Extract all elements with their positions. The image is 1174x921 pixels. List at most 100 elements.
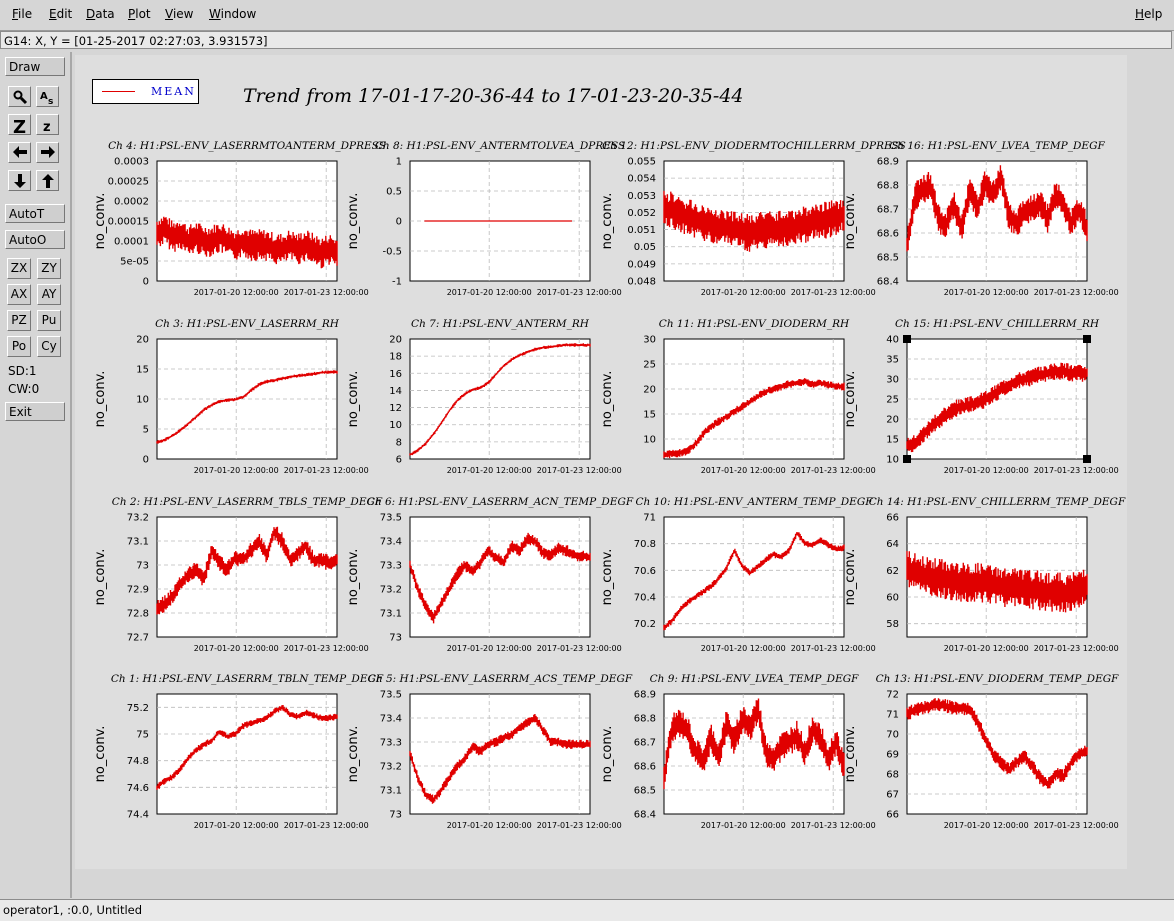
- zx-button[interactable]: ZX: [7, 258, 31, 279]
- y-axis-label: no_conv.: [843, 193, 858, 250]
- y-tick-label: 75: [136, 730, 149, 741]
- y-tick-label: 10: [643, 435, 656, 446]
- y-tick-label: 20: [886, 415, 899, 426]
- menu-plot[interactable]: Plot: [128, 7, 151, 21]
- selection-handle[interactable]: [1083, 455, 1091, 463]
- chart-title: Ch 16: H1:PSL-ENV_LVEA_TEMP_DEGF: [889, 140, 1105, 152]
- ay-button[interactable]: AY: [37, 284, 61, 305]
- pan-up-button[interactable]: [36, 170, 59, 191]
- y-tick-label: 20: [136, 335, 149, 346]
- y-tick-label: 72.8: [127, 609, 149, 620]
- y-tick-label: 73.2: [380, 762, 402, 773]
- plot-area: MEAN Trend from 17-01-17-20-36-44 to 17-…: [72, 52, 1174, 898]
- x-tick-label: 2017-01-20 12:00:00: [944, 821, 1029, 830]
- x-tick-label: 2017-01-23 12:00:00: [537, 644, 622, 653]
- y-tick-label: 0.5: [386, 187, 402, 198]
- x-tick-label: 2017-01-23 12:00:00: [791, 466, 876, 475]
- y-tick-label: 73.2: [380, 585, 402, 596]
- selection-handle[interactable]: [903, 335, 911, 343]
- y-tick-label: 68.7: [634, 738, 656, 749]
- y-axis-label: no_conv.: [93, 371, 108, 428]
- zy-button[interactable]: ZY: [37, 258, 61, 279]
- series-line: [906, 703, 1088, 785]
- selection-handle[interactable]: [903, 455, 911, 463]
- y-tick-label: 0.055: [627, 157, 656, 168]
- y-tick-label: 0: [143, 277, 149, 288]
- y-tick-label: 70.6: [634, 566, 656, 577]
- chart-title: Ch 12: H1:PSL-ENV_DIODERMTOCHILLERRM_DPR…: [602, 140, 906, 152]
- menu-view[interactable]: View: [165, 7, 194, 21]
- pan-left-button[interactable]: [8, 142, 31, 163]
- zoom-out-button[interactable]: z: [36, 114, 59, 135]
- menu-edit[interactable]: Edit: [49, 7, 73, 21]
- zoom-in-icon: Z: [13, 117, 26, 135]
- x-tick-label: 2017-01-20 12:00:00: [701, 288, 786, 297]
- y-axis-label: no_conv.: [346, 371, 361, 428]
- chart-title: Ch 8: H1:PSL-ENV_ANTERMTOLVEA_DPRESS: [375, 140, 625, 152]
- sd-readout: SD:1: [8, 364, 37, 378]
- y-axis-label: no_conv.: [843, 371, 858, 428]
- y-tick-label: 30: [643, 335, 656, 346]
- auto-t-button[interactable]: AutoT: [5, 204, 65, 223]
- y-tick-label: 16: [389, 369, 402, 380]
- legend-label: MEAN: [151, 85, 196, 98]
- y-tick-label: 73.4: [380, 537, 402, 548]
- zoom-out-icon: z: [43, 120, 51, 133]
- plots-grid: Ch 4: H1:PSL-ENV_LASERRMTOANTERM_DPRESS 0…: [93, 140, 1126, 830]
- menu-file[interactable]: File: [12, 7, 33, 21]
- arrow-down-icon: [13, 174, 26, 188]
- y-tick-label: 0.0001: [114, 237, 149, 248]
- menu-data[interactable]: Data: [86, 7, 115, 21]
- y-tick-label: 73.1: [127, 537, 149, 548]
- y-tick-label: 74.6: [127, 783, 149, 794]
- y-tick-label: 58: [886, 619, 899, 630]
- y-axis-label: no_conv.: [600, 193, 615, 250]
- y-tick-label: 66: [886, 513, 899, 524]
- pan-down-button[interactable]: [8, 170, 31, 191]
- ax-button[interactable]: AX: [7, 284, 31, 305]
- pu-button[interactable]: Pu: [37, 310, 61, 331]
- y-tick-label: 0.0003: [114, 157, 149, 168]
- menu-window[interactable]: Window: [209, 7, 257, 21]
- series-spread: [906, 551, 1088, 613]
- chart-11: Ch 10: H1:PSL-ENV_ANTERM_TEMP_DEGF 70.2 70…: [600, 496, 876, 653]
- draw-button[interactable]: Draw: [5, 57, 65, 76]
- y-tick-label: 5e-05: [120, 257, 149, 268]
- y-tick-label: 68.6: [877, 229, 899, 240]
- zoom-in-button[interactable]: Z: [8, 114, 31, 135]
- y-tick-label: 18: [389, 352, 402, 363]
- y-tick-label: 10: [136, 395, 149, 406]
- pz-button[interactable]: PZ: [7, 310, 31, 331]
- x-tick-label: 2017-01-20 12:00:00: [701, 821, 786, 830]
- cy-button[interactable]: Cy: [37, 336, 61, 357]
- menu-help[interactable]: Help: [1135, 7, 1163, 21]
- chart-title: Ch 10: H1:PSL-ENV_ANTERM_TEMP_DEGF: [635, 496, 873, 508]
- y-axis-label: no_conv.: [843, 726, 858, 783]
- exit-button[interactable]: Exit: [5, 402, 65, 421]
- series-line: [663, 708, 845, 779]
- po-button[interactable]: Po: [7, 336, 31, 357]
- chart-title: Ch 5: H1:PSL-ENV_LASERRM_ACS_TEMP_DEGF: [368, 673, 633, 685]
- y-tick-label: 0.052: [627, 208, 656, 219]
- y-tick-label: 70.4: [634, 593, 656, 604]
- x-tick-label: 2017-01-23 12:00:00: [537, 288, 622, 297]
- x-tick-label: 2017-01-20 12:00:00: [944, 644, 1029, 653]
- svg-text:z: z: [43, 120, 51, 133]
- auto-o-button[interactable]: AutoO: [5, 230, 65, 249]
- svg-text:A: A: [40, 91, 48, 102]
- y-tick-label: 20: [643, 385, 656, 396]
- pan-right-button[interactable]: [36, 142, 59, 163]
- y-tick-label: 0.054: [627, 174, 656, 185]
- y-tick-label: 68.9: [634, 690, 656, 701]
- plot-canvas[interactable]: MEAN Trend from 17-01-17-20-36-44 to 17-…: [75, 55, 1127, 869]
- y-tick-label: 73.1: [380, 786, 402, 797]
- chart-title: Ch 6: H1:PSL-ENV_LASERRM_ACN_TEMP_DEGF: [367, 496, 634, 508]
- y-tick-label: 0.00015: [108, 217, 149, 228]
- selection-handle[interactable]: [1083, 335, 1091, 343]
- chart-14: Ch 5: H1:PSL-ENV_LASERRM_ACS_TEMP_DEGF 73…: [346, 673, 633, 830]
- magnify-button[interactable]: [8, 86, 31, 107]
- plot-frame: [409, 516, 591, 638]
- x-tick-label: 2017-01-23 12:00:00: [284, 288, 369, 297]
